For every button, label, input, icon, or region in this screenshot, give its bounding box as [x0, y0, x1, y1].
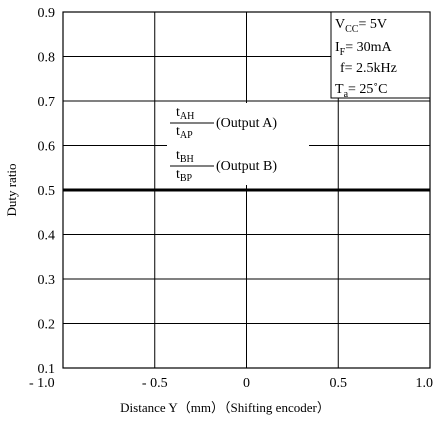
y-axis-label: Duty ratio — [4, 163, 19, 216]
output-a-label: (Output A) — [216, 116, 277, 131]
output-b-label: (Output B) — [216, 159, 277, 174]
condition-if: IF= 30mA — [335, 40, 393, 58]
y-tick-label: 0.3 — [38, 273, 56, 288]
x-tick-label: - 1.0 — [29, 376, 55, 391]
y-tick-label: 0.5 — [38, 184, 56, 199]
conditions-box: VCC= 5V IF= 30mA f= 2.5kHz Ta= 25˚C — [330, 11, 431, 100]
y-tick-labels: 0.1 0.2 0.3 0.4 0.5 0.6 0.7 0.8 0.9 — [38, 6, 56, 377]
y-tick-label: 0.1 — [38, 362, 56, 377]
x-tick-label: 0 — [243, 376, 250, 391]
y-tick-label: 0.7 — [38, 95, 56, 110]
x-axis-label: Distance Y（mm）（Shifting encoder） — [120, 400, 330, 415]
x-tick-label: 0.5 — [330, 376, 348, 391]
output-b-denominator: tBP — [176, 167, 193, 184]
annotation-output-a: tAH tAP (Output A) — [167, 103, 309, 145]
x-tick-label: 1.0 — [416, 376, 434, 391]
condition-vcc: VCC= 5V — [335, 17, 387, 35]
y-tick-label: 0.6 — [38, 140, 56, 155]
conditions-box-frame — [330, 11, 431, 99]
y-tick-label: 0.4 — [38, 229, 56, 244]
condition-freq: f= 2.5kHz — [340, 61, 397, 76]
output-a-numerator: tAH — [176, 105, 194, 122]
x-tick-label: - 0.5 — [142, 376, 168, 391]
x-tick-labels: - 1.0 - 0.5 0 0.5 1.0 — [29, 376, 433, 391]
y-tick-label: 0.9 — [38, 6, 56, 21]
annotation-output-b: tBH tBP (Output B) — [167, 145, 309, 185]
output-b-numerator: tBH — [176, 148, 194, 165]
plot-frame — [62, 11, 431, 369]
output-a-denominator: tAP — [176, 124, 193, 141]
y-tick-label: 0.2 — [38, 318, 56, 333]
condition-ta: Ta= 25˚C — [335, 82, 387, 100]
y-tick-label: 0.8 — [38, 51, 56, 66]
